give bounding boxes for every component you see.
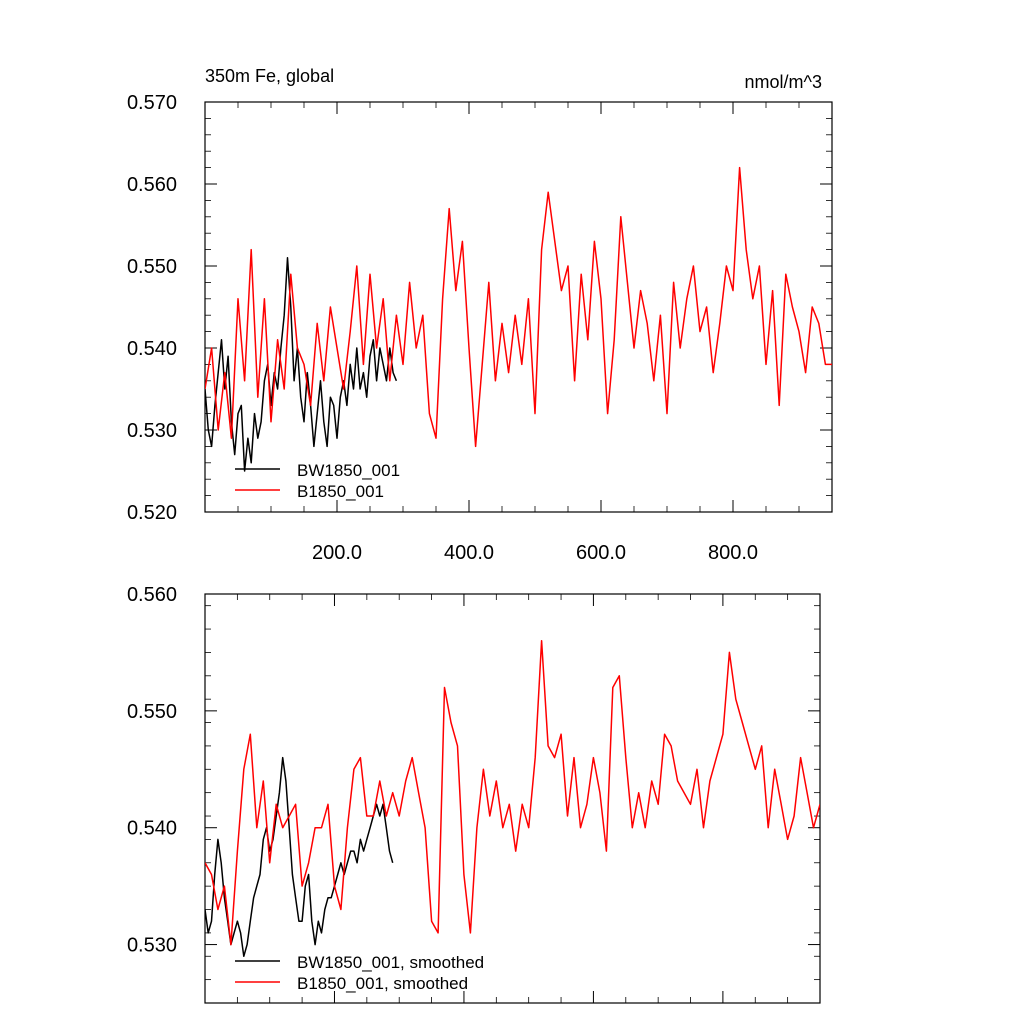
series-group: [205, 639, 820, 958]
plot-frame: [204, 593, 821, 1004]
series-line-2: [205, 639, 820, 946]
y-tick-label: 0.540: [127, 338, 177, 360]
chart-title: 350m Fe, global: [205, 66, 334, 86]
chart-panel-2: 0.530 0.540 0.550 0.560 BW1850_001, smoothed…: [127, 584, 821, 1004]
series-group: [205, 166, 832, 472]
x-tick-label: 800.0: [708, 542, 758, 564]
y-tick-label: 0.560: [127, 584, 177, 606]
y-tick-label: 0.550: [127, 701, 177, 723]
series-line-1: [205, 756, 394, 958]
legend-label: B1850_001: [297, 482, 384, 501]
series-line-2: [205, 166, 832, 448]
legend-label: B1850_001, smoothed: [297, 974, 468, 993]
legend-label: BW1850_001: [297, 461, 400, 480]
chart-panel-1: 0.520 0.530 0.540 0.550 0.560 0.570 200.0 400.0…: [127, 66, 833, 564]
y-tick-label: 0.520: [127, 502, 177, 524]
y-tick-label: 0.560: [127, 174, 177, 196]
x-tick-label: 200.0: [312, 542, 362, 564]
legend: BW1850_001 B1850_001: [235, 461, 400, 501]
y-tick-label: 0.530: [127, 420, 177, 442]
series-line-1: [205, 257, 398, 472]
units-label: nmol/m^3: [745, 72, 822, 92]
y-tick-label: 0.540: [127, 818, 177, 840]
plot-frame: [204, 101, 833, 513]
y-tick-label: 0.570: [127, 92, 177, 114]
legend-label: BW1850_001, smoothed: [297, 953, 484, 972]
y-tick-label: 0.550: [127, 256, 177, 278]
x-tick-label: 600.0: [576, 542, 626, 564]
x-tick-label: 400.0: [444, 542, 494, 564]
y-tick-label: 0.530: [127, 935, 177, 957]
legend: BW1850_001, smoothed B1850_001, smoothed: [235, 953, 484, 993]
